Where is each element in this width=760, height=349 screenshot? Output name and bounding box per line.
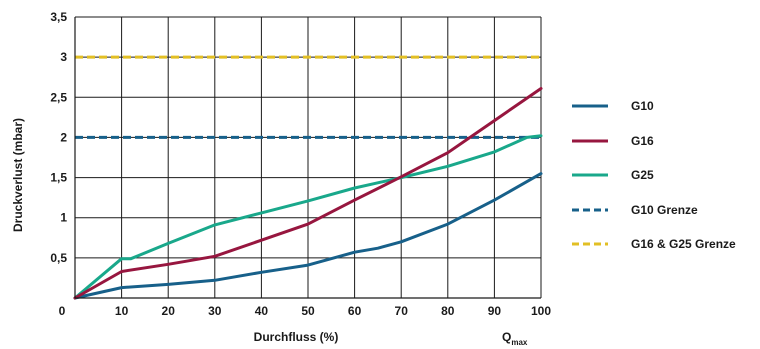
x-tick-label: 70 [395,304,409,318]
qmax-label: Qmax [502,330,528,347]
legend-label: G16 & G25 Grenze [631,237,736,251]
series-line-g16 [73,87,543,300]
x-tick-labels: 10 20 30 40 50 60 70 80 90 100 [115,304,551,318]
series-line-g10 [73,172,543,300]
grid [75,16,542,298]
x-axis-title: Durchfluss (%) [254,330,339,344]
legend-label: G25 [631,168,654,182]
origin-tick-label: 0 [59,304,66,318]
y-tick-label: 1 [60,211,67,225]
x-tick-label: 80 [441,304,455,318]
qmax-main: Q [502,330,511,344]
y-tick-label: 3,5 [50,10,67,24]
y-tick-labels: 0,5 1 1,5 2 2,5 3 3,5 0 [50,10,67,318]
y-tick-label: 3 [60,50,67,64]
x-tick-label: 90 [488,304,502,318]
legend: G10 G16 G25 G10 Grenze G16 & G25 Grenze [572,99,736,251]
y-tick-label: 0,5 [50,251,67,265]
qmax-sub: max [511,338,528,347]
series-line-g25 [73,134,543,300]
y-tick-label: 2 [60,130,67,144]
x-tick-label: 60 [348,304,362,318]
x-tick-label: 10 [115,304,129,318]
x-tick-label: 30 [208,304,222,318]
x-tick-label: 50 [301,304,315,318]
y-tick-label: 2,5 [50,90,67,104]
legend-label: G16 [631,134,654,148]
y-tick-label: 1,5 [50,171,67,185]
legend-label: G10 [631,99,654,113]
axes [74,17,541,299]
series-lines [73,55,543,300]
x-tick-label: 40 [255,304,269,318]
legend-label: G10 Grenze [631,203,698,217]
y-axis-title: Druckverlust (mbar) [11,118,25,232]
x-tick-label: 20 [162,304,176,318]
x-tick-label: 100 [531,304,551,318]
